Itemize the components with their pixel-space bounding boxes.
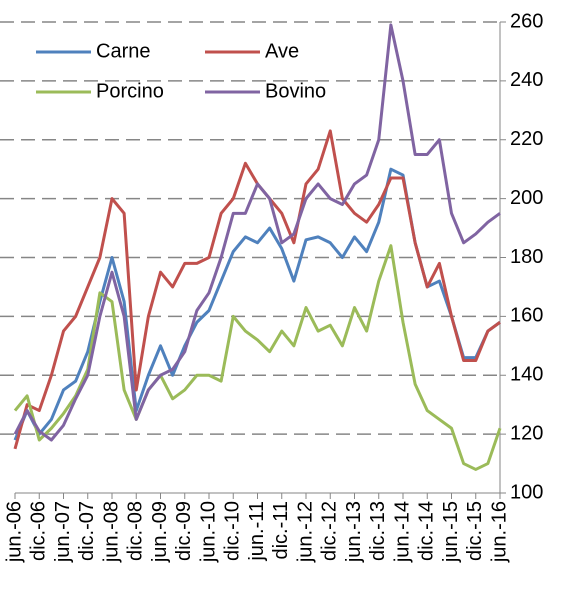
- x-tick-label: dic.-12: [319, 501, 341, 561]
- legend-label: Carne: [96, 40, 150, 62]
- y-tick-label: 260: [510, 10, 543, 32]
- x-tick-label: dic.-10: [222, 501, 244, 561]
- x-tick-label: dic.-15: [464, 501, 486, 561]
- x-tick-label: jun.-08: [100, 501, 122, 563]
- y-tick-label: 240: [510, 69, 543, 91]
- line-series: [13, 244, 502, 471]
- y-tick-label: 220: [510, 128, 543, 150]
- x-tick-label: jun.-07: [52, 501, 74, 563]
- x-tick-label: jun.-11: [246, 501, 268, 562]
- x-tick-label: jun.-10: [197, 501, 219, 563]
- y-tick-label: 180: [510, 246, 543, 268]
- x-tick-label: jun.-14: [391, 501, 413, 563]
- x-tick-label: jun.-13: [343, 501, 365, 563]
- x-tick-label: dic.-08: [125, 501, 147, 561]
- x-tick-label: dic.-09: [173, 501, 195, 561]
- x-tick-label: jun.-16: [488, 501, 510, 563]
- line-series: [13, 23, 501, 442]
- y-tick-label: 100: [510, 481, 543, 503]
- x-tick-label: dic.-14: [416, 501, 438, 561]
- x-tick-label: dic.-13: [367, 501, 389, 561]
- x-tick-label: jun.-06: [3, 501, 25, 563]
- legend-label: Porcino: [96, 80, 164, 102]
- legend-label: Ave: [265, 40, 299, 62]
- y-tick-label: 160: [510, 305, 543, 327]
- x-tick-label: jun.-12: [294, 501, 316, 563]
- legend-label: Bovino: [265, 80, 326, 102]
- x-tick-label: jun.-09: [149, 501, 171, 563]
- line-series: [13, 129, 501, 450]
- x-tick-label: dic.-07: [76, 501, 98, 561]
- line-series: [13, 167, 501, 441]
- y-tick-label: 200: [510, 187, 543, 209]
- y-tick-label: 120: [510, 422, 543, 444]
- x-tick-label: dic.-06: [28, 501, 50, 561]
- y-tick-label: 140: [510, 364, 543, 386]
- x-tick-label: dic.-11: [270, 501, 292, 560]
- x-tick-label: jun.-15: [440, 501, 462, 563]
